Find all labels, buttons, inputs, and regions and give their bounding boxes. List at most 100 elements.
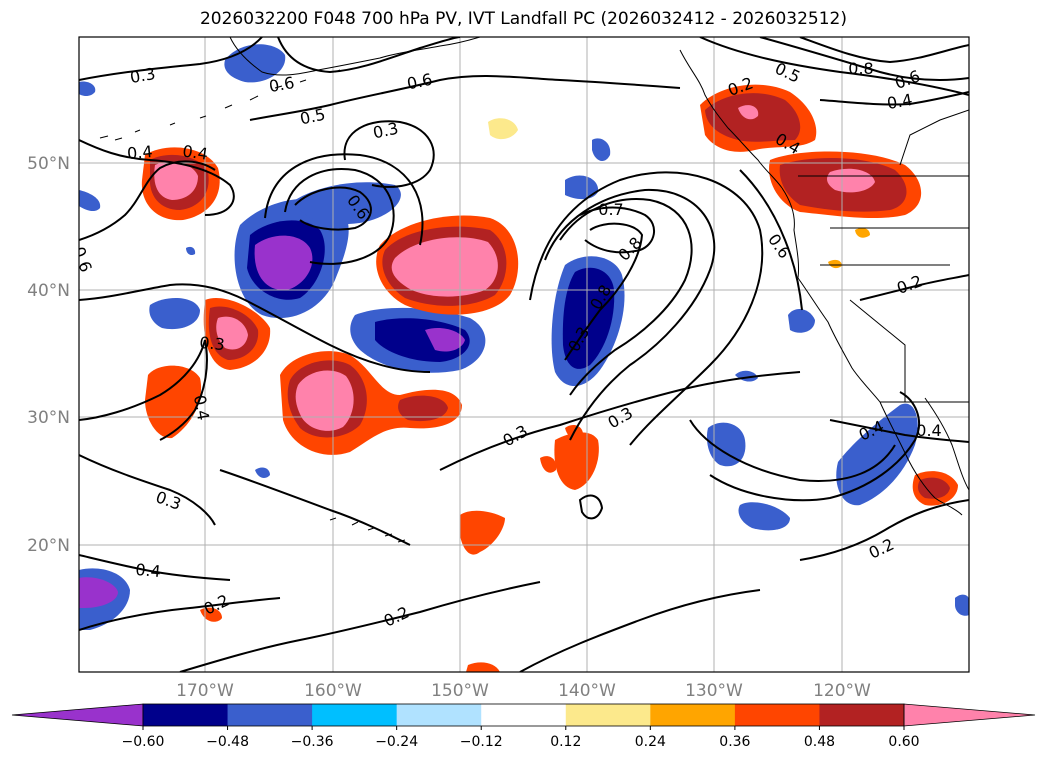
mexico-mainland-coastline — [924, 397, 969, 491]
contour-0.3-east-loop — [689, 419, 896, 482]
contour-0.4-west — [79, 139, 235, 216]
contour-0.5-north — [249, 74, 681, 121]
colorbar-tick-label: 0.60 — [888, 734, 919, 750]
negative-anomaly-region — [79, 190, 101, 212]
pv-contour-lines — [79, 37, 969, 672]
contour-0.5-northeast — [699, 37, 969, 96]
colorbar-tick-label: −0.12 — [460, 734, 503, 750]
positive-anomaly-region — [466, 662, 500, 672]
contour-label: 0.6 — [268, 73, 296, 96]
contour-0.2-south — [79, 597, 281, 631]
continental-divide-border — [899, 109, 969, 166]
contour-0.3-midlat — [79, 283, 431, 373]
contour-0.4-northeast — [819, 91, 969, 106]
contour-label: 0.7 — [598, 200, 623, 219]
positive-anomaly-region — [540, 456, 557, 473]
contour-label: 0.6 — [405, 70, 434, 94]
negative-anomaly-peak — [425, 328, 465, 352]
contour-label: 0.4 — [135, 560, 162, 581]
negative-anomaly-region — [706, 422, 746, 467]
contour-0.6-coast — [739, 169, 803, 311]
positive-anomaly-peak — [827, 168, 875, 193]
negative-anomaly-region — [295, 182, 401, 225]
contour-0.6-south-loop — [159, 339, 208, 441]
colorbar-frame — [142, 703, 905, 727]
colorbar-bin — [565, 704, 651, 726]
shaded-anomaly-layer — [79, 44, 969, 672]
contour-0.3-ridge — [79, 454, 216, 526]
california-nevada-border — [849, 299, 906, 402]
colorbar-tick-label: 0.36 — [719, 734, 750, 750]
latitude-label-40n: 40°N — [27, 281, 70, 301]
colorbar-bin — [481, 704, 567, 726]
negative-anomaly-peak — [79, 577, 118, 608]
contour-label: 0.4 — [886, 90, 914, 113]
contour-0.4-trough — [529, 171, 764, 446]
contour-0.4-east-trough — [709, 391, 920, 502]
colorbar-extension-low — [11, 703, 144, 727]
british-columbia-coastline — [781, 187, 799, 279]
baja-california-coastline — [879, 401, 963, 516]
negative-anomaly-region — [788, 308, 815, 333]
contour-0.7-trough — [579, 206, 655, 254]
negative-anomaly-region — [955, 594, 969, 616]
longitude-label-160w: 160°W — [304, 681, 362, 701]
positive-anomaly-core — [917, 477, 950, 499]
colorbar: −0.60 −0.48 −0.36 −0.24 −0.12 0.12 0.24 0.36 0.4… — [11, 703, 1036, 750]
contour-label: 0.4 — [190, 394, 213, 422]
contour-0.3-central — [439, 371, 801, 471]
map-frame — [78, 36, 970, 673]
colorbar-tick-label: −0.60 — [122, 734, 165, 750]
negative-anomaly-region — [149, 298, 200, 330]
contour-label: 0.3 — [371, 119, 400, 143]
coastlines — [99, 37, 969, 543]
contour-label: 0.3 — [129, 64, 157, 87]
negative-anomaly-region — [738, 502, 790, 531]
contour-label: 0.8 — [848, 59, 873, 78]
contour-0.6-loop — [294, 186, 372, 231]
contour-label: 0.3 — [199, 333, 226, 354]
contour-0.3-west-loop — [79, 160, 216, 241]
positive-anomaly-region — [828, 259, 842, 269]
us-west-coastline — [797, 277, 881, 403]
contour-0.3-loop-central — [578, 494, 604, 520]
positive-anomaly-peak — [216, 316, 248, 350]
negative-anomaly-region — [255, 467, 270, 478]
contour-0.5-south-loop — [219, 469, 411, 546]
colorbar-bin — [312, 704, 398, 726]
colorbar-bin — [396, 704, 482, 726]
positive-anomaly-region — [488, 118, 518, 140]
gridlines — [79, 37, 969, 672]
colorbar-tick-label: −0.24 — [375, 734, 418, 750]
contour-0.8-trough — [564, 222, 644, 361]
positive-anomaly-peak — [154, 161, 198, 200]
latitude-label-30n: 30°N — [27, 408, 70, 428]
contour-0.6-northeast — [759, 37, 969, 81]
colorbar-tick-label: −0.36 — [291, 734, 334, 750]
alaska-coastline — [229, 37, 481, 76]
negative-anomaly-region — [565, 175, 599, 200]
colorbar-tick-label: 0.24 — [635, 734, 666, 750]
positive-anomaly-peak — [295, 370, 354, 431]
positive-anomaly-region — [554, 432, 599, 490]
negative-anomaly-region — [79, 81, 96, 96]
longitude-label-140w: 140°W — [558, 681, 616, 701]
longitude-label-130w: 130°W — [685, 681, 743, 701]
longitude-label-150w: 150°W — [431, 681, 489, 701]
contour-0.4-loop — [264, 153, 424, 246]
latitude-axis: 50°N 40°N 30°N 20°N — [27, 154, 70, 556]
colorbar-tick-label: 0.48 — [804, 734, 835, 750]
contour-0.2-east — [799, 499, 969, 561]
contour-0.8-northeast — [799, 37, 969, 64]
contour-0.6-north — [277, 37, 461, 74]
contour-0.5-loop — [284, 168, 395, 265]
colorbar-tick-label: 0.12 — [550, 734, 581, 750]
colorbar-bin — [143, 704, 229, 726]
alaska-panhandle-coastline — [679, 49, 783, 189]
colorbar-bin — [650, 704, 736, 726]
aleutian-islands — [99, 69, 341, 141]
negative-anomaly-peak — [254, 235, 313, 291]
longitude-axis: 170°W 160°W 150°W 140°W 130°W 120°W — [176, 681, 871, 701]
colorbar-extension-high — [903, 703, 1036, 727]
